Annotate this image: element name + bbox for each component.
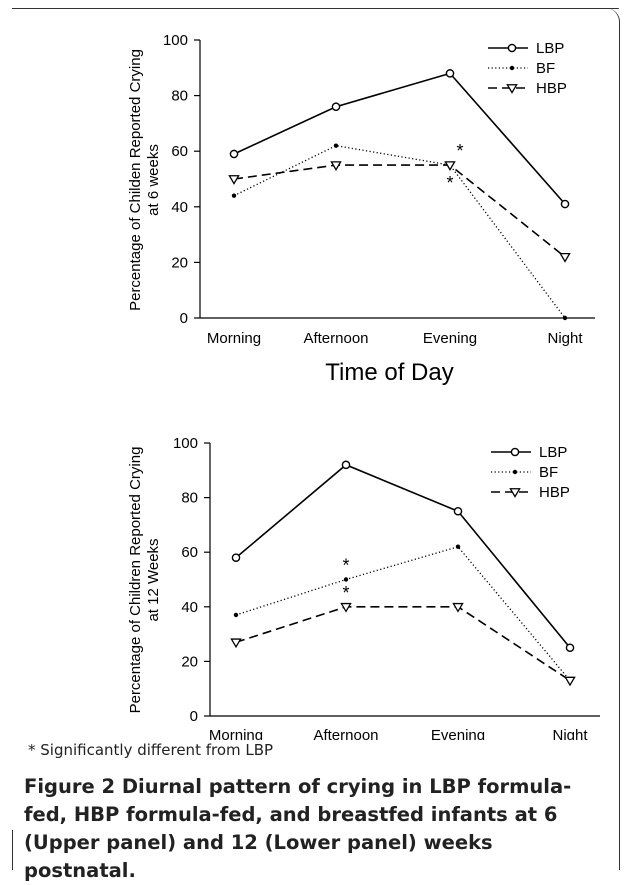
significance-marker: *: [456, 141, 463, 161]
legend-label-lbp: LBP: [539, 444, 567, 461]
y-axis-title-line: Percentage of Childen Reported Crying: [127, 49, 144, 311]
y-tick-label: 40: [181, 599, 198, 616]
y-axis-title: Percentage of Childen Reported Cryingat …: [127, 49, 162, 311]
data-point-lbp: [229, 149, 239, 159]
significance-marker: *: [342, 556, 349, 576]
figure-caption-label: Figure 2: [24, 775, 116, 798]
y-tick-label: 100: [163, 32, 188, 49]
data-point-bf: [562, 315, 568, 321]
significance-marker: *: [342, 583, 349, 603]
data-point-lbp: [453, 506, 463, 516]
y-axis-title-line: at 6 weeks: [145, 144, 162, 216]
data-point-bf: [333, 143, 339, 148]
y-tick-label: 20: [181, 653, 198, 670]
y-axis-title: Percentage of Children Reported Cryingat…: [127, 447, 162, 714]
x-axis-title: Time of Day: [325, 359, 453, 386]
series-line-lbp: [233, 72, 566, 205]
chart-panel-2: 0 20 40 60 80 100 Morning Afternoon Evening Night…: [127, 435, 600, 740]
y-tick-label: 80: [181, 490, 198, 507]
series-line-hbp: [233, 164, 566, 258]
legend-label-hbp: HBP: [536, 80, 567, 97]
data-point-hbp: [330, 161, 342, 171]
y-axis-title-line: at 12 Weeks: [145, 538, 162, 621]
data-point-lbp: [231, 553, 241, 562]
y-tick-label: 100: [173, 435, 198, 452]
data-point-hbp: [452, 602, 464, 613]
data-point-hbp: [340, 602, 352, 613]
y-axis-title-line: Percentage of Children Reported Crying: [127, 447, 144, 714]
significance-note: * Significantly different from LBP: [28, 741, 274, 759]
y-tick-label: 20: [171, 254, 188, 271]
x-tick-label: Night: [552, 727, 588, 740]
x-tick-label: Morning: [207, 330, 261, 347]
figure-frame: [12, 8, 620, 870]
legend-label-bf: BF: [536, 60, 555, 77]
chart-panel-1: 0 20 40 60 80 100 Morning Afternoon Evening Night…: [127, 32, 595, 386]
figure-caption: Figure 2 Diurnal pattern of crying in LB…: [24, 773, 604, 885]
legend-marker-lbp: [510, 447, 520, 457]
data-point-hbp: [564, 676, 576, 687]
x-tick-label: Afternoon: [303, 330, 368, 347]
legend-marker-bf: [512, 469, 518, 475]
y-tick-label: 40: [171, 199, 188, 216]
data-point-bf: [343, 577, 349, 582]
legend-marker-bf: [509, 65, 515, 71]
legend-label-bf: BF: [539, 464, 558, 481]
legend-label-hbp: HBP: [539, 484, 570, 501]
x-tick-label: Night: [547, 330, 583, 347]
series-line-hbp: [235, 605, 571, 682]
legend-marker-lbp: [507, 43, 517, 53]
legend-label-lbp: LBP: [536, 40, 564, 57]
y-tick-label: 0: [190, 708, 198, 725]
figure-charts: 0 20 40 60 80 100 Morning Afternoon Evening Night…: [127, 32, 600, 740]
data-point-hbp: [228, 175, 240, 185]
figure-caption-text: Diurnal pattern of crying in LBP formula…: [24, 775, 572, 882]
series-line-bf: [235, 545, 571, 681]
y-tick-label: 0: [180, 310, 188, 327]
series-line-bf: [233, 144, 566, 319]
data-point-bf: [233, 612, 239, 618]
frame-left-border: [12, 830, 13, 870]
frame-top-border: [12, 8, 619, 9]
series-line-lbp: [235, 463, 571, 649]
x-tick-label: Evening: [431, 727, 485, 740]
significance-marker: *: [446, 173, 453, 193]
legend-marker-hbp: [506, 84, 518, 94]
x-tick-label: Evening: [423, 330, 477, 347]
x-tick-label: Morning: [209, 727, 263, 740]
data-point-hbp: [230, 638, 242, 649]
data-point-lbp: [331, 102, 341, 112]
y-tick-label: 60: [181, 544, 198, 561]
data-point-hbp: [559, 252, 571, 263]
data-point-hbp: [444, 161, 456, 171]
data-point-bf: [455, 544, 461, 549]
data-point-lbp: [565, 643, 575, 653]
x-tick-label: Afternoon: [313, 727, 378, 740]
data-point-lbp: [560, 199, 570, 209]
data-point-lbp: [341, 460, 351, 470]
legend-marker-hbp: [509, 488, 521, 498]
y-tick-label: 80: [171, 88, 188, 105]
data-point-bf: [231, 193, 237, 198]
data-point-lbp: [445, 69, 455, 78]
y-tick-label: 60: [171, 143, 188, 160]
